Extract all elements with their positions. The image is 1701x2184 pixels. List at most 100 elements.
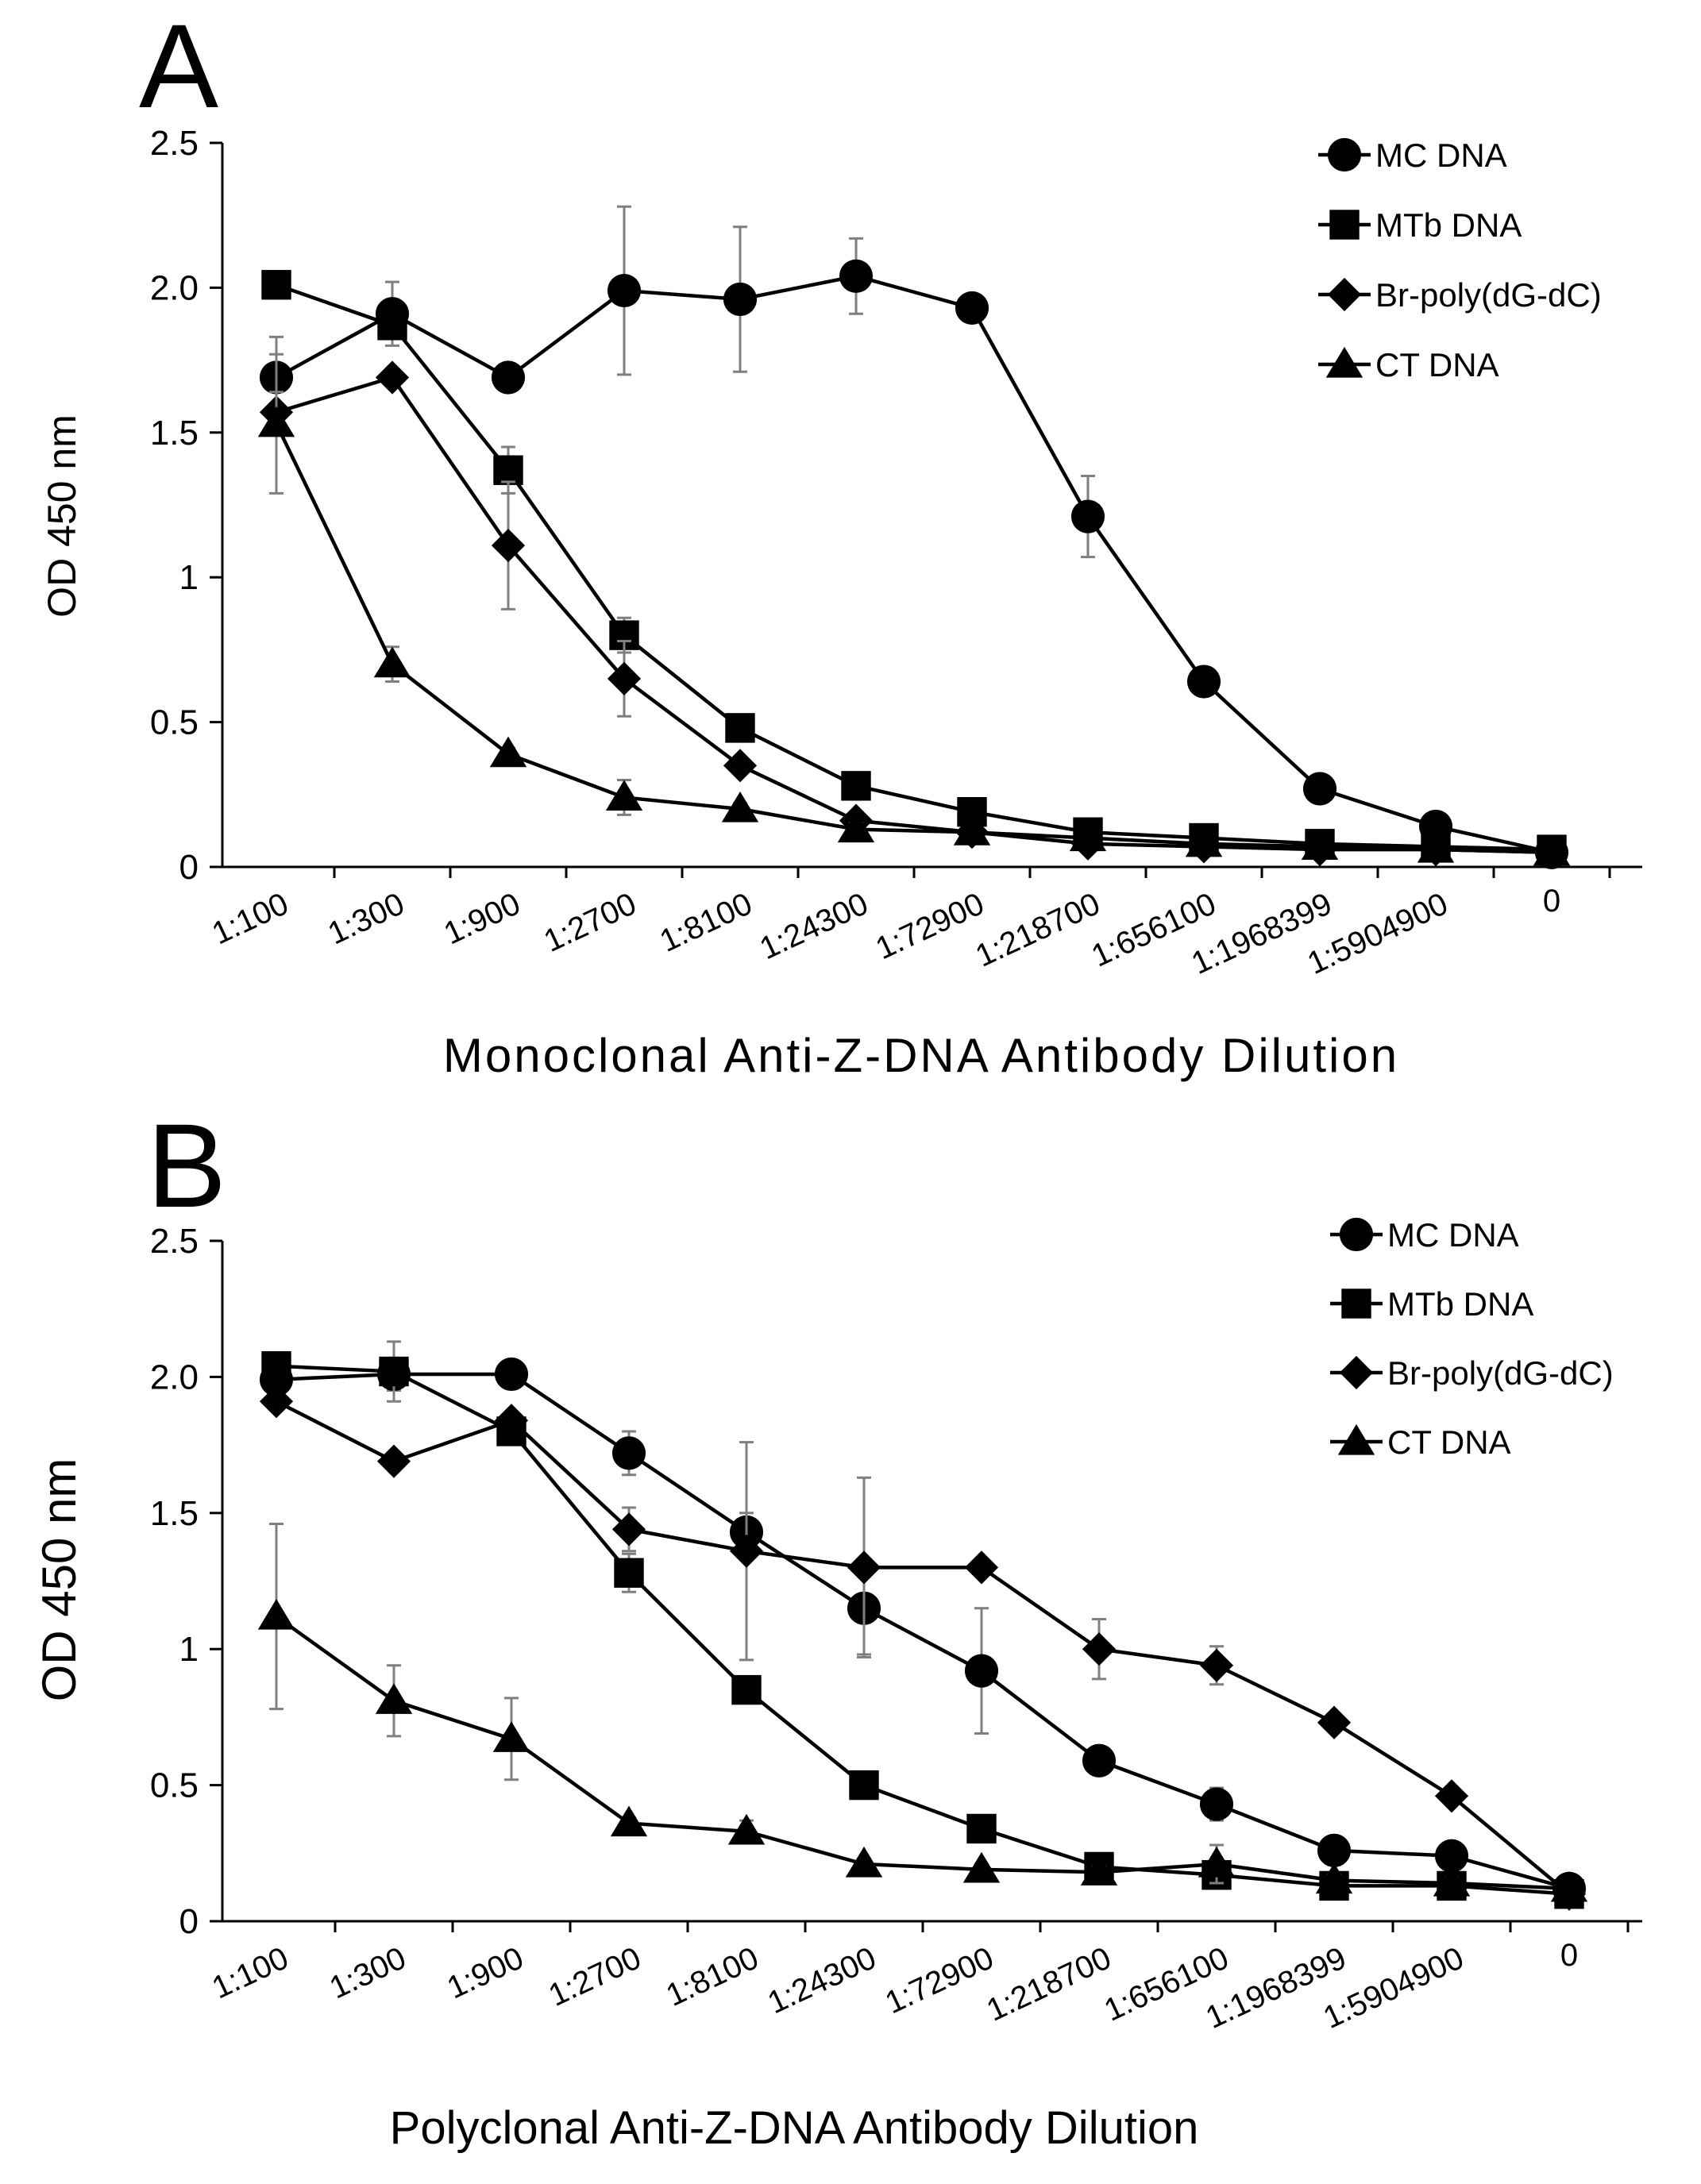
y-tick-label: 2.0	[150, 268, 199, 307]
y-tick-label: 2.5	[150, 1222, 199, 1261]
data-point-square	[1329, 210, 1360, 240]
panel-label: B	[147, 1099, 226, 1232]
data-point-circle	[1302, 772, 1337, 806]
data-point-square	[379, 1356, 409, 1387]
data-point-triangle	[1533, 834, 1571, 866]
series-line	[275, 1615, 1570, 1891]
series-line	[275, 1400, 1571, 1896]
data-point-square	[261, 270, 291, 300]
data-point-diamond	[723, 749, 758, 783]
legend-symbol	[1318, 346, 1371, 378]
data-point-square	[725, 713, 755, 743]
data-point-triangle	[375, 1683, 413, 1714]
data-point-diamond	[1434, 1779, 1469, 1813]
data-point-diamond	[847, 1550, 881, 1585]
data-point-circle	[1082, 1743, 1117, 1778]
y-tick-label: 1.5	[150, 1494, 199, 1533]
x-axis-label: Polyclonal Anti-Z-DNA Antibody Dilution	[390, 2102, 1199, 2154]
data-point-diamond	[729, 1534, 764, 1568]
x-tick-label: 1:300	[324, 1940, 411, 2005]
data-point-triangle	[1337, 1423, 1375, 1455]
legend-entry: MTb DNA	[1330, 1285, 1533, 1323]
panel-label: A	[139, 0, 218, 133]
legend-label: Br-poly(dG-dC)	[1375, 276, 1602, 314]
data-point-triangle	[257, 406, 295, 437]
data-point-triangle	[610, 1805, 648, 1837]
data-point-triangle	[1198, 1846, 1236, 1878]
data-point-diamond	[1339, 1355, 1374, 1390]
legend-entry: Br-poly(dG-dC)	[1318, 276, 1602, 314]
data-point-circle	[494, 1357, 529, 1392]
y-tick-label: 0	[179, 1902, 199, 1941]
legend: MC DNA MTb DNA Br-poly(dG-dC) CT DNA	[1330, 1216, 1614, 1461]
x-tick-label: 1:100	[206, 886, 293, 951]
legend-label: CT DNA	[1375, 346, 1499, 383]
y-tick-label: 1.5	[150, 414, 199, 453]
series-line	[276, 1372, 1570, 1891]
y-tick-label: 1	[179, 558, 199, 597]
y-axis-label: OD 450 nm	[40, 414, 84, 618]
x-tick-label: 1:24300	[762, 1940, 881, 2020]
x-tick-label: 1:900	[438, 886, 525, 951]
data-point-circle	[1327, 137, 1362, 172]
data-point-circle	[607, 273, 642, 308]
data-point-circle	[1186, 664, 1221, 699]
data-point-diamond	[964, 1550, 999, 1585]
data-point-triangle	[489, 736, 527, 768]
data-point-diamond	[491, 528, 526, 563]
legend-symbol	[1330, 1288, 1383, 1319]
y-tick-label: 2.0	[150, 1358, 199, 1396]
data-point-circle	[839, 259, 874, 293]
x-tick-label: 1:8100	[661, 1940, 763, 2013]
panel-a: A OD 450 nm Monoclonal Anti-Z-DNA Antibo…	[40, 0, 1642, 1082]
data-point-triangle	[492, 1721, 530, 1752]
data-point-triangle	[837, 811, 875, 843]
legend-entry: MTb DNA	[1318, 206, 1522, 244]
legend-label: MC DNA	[1387, 1216, 1519, 1254]
y-axis-label: OD 450 nm	[33, 1458, 86, 1702]
y-tick-label: 1	[179, 1630, 199, 1669]
data-point-circle	[611, 1436, 646, 1470]
data-point-triangle	[845, 1846, 883, 1878]
data-point-circle	[1434, 1839, 1469, 1873]
data-point-triangle	[962, 1851, 1001, 1883]
data-point-diamond	[1199, 1648, 1234, 1682]
data-point-triangle	[1069, 820, 1107, 852]
series-line	[276, 283, 1552, 852]
legend-entry: Br-poly(dG-dC)	[1330, 1354, 1614, 1392]
x-tick-label: 1:8100	[654, 886, 757, 959]
x-tick-label: 1:300	[322, 886, 409, 951]
data-point-triangle	[1325, 346, 1364, 378]
x-tick-label: 1:900	[442, 1940, 528, 2005]
x-tick-label: 1:72900	[880, 1940, 999, 2020]
legend-symbol	[1330, 1423, 1383, 1455]
data-point-square	[849, 1770, 879, 1801]
data-point-square	[731, 1674, 762, 1705]
data-point-triangle	[257, 1598, 295, 1630]
x-tick-label: 1:218700	[970, 886, 1105, 973]
data-point-triangle	[605, 780, 643, 811]
y-tick-label: 0.5	[150, 1766, 199, 1805]
data-point-triangle	[1433, 1865, 1471, 1897]
legend-entry: MC DNA	[1318, 137, 1507, 174]
panel-b: B OD 450 nm Polyclonal Anti-Z-DNA Antibo…	[33, 1099, 1642, 2154]
data-point-triangle	[953, 815, 991, 845]
data-point-square	[377, 310, 407, 341]
data-point-diamond	[607, 661, 642, 695]
data-point-diamond	[1327, 277, 1362, 312]
data-point-diamond	[376, 1444, 411, 1478]
data-point-triangle	[1080, 1855, 1118, 1885]
data-point-circle	[1070, 499, 1105, 533]
legend-label: MTb DNA	[1387, 1285, 1533, 1323]
x-tick-label: 1:218700	[982, 1940, 1117, 2028]
data-point-diamond	[1317, 1705, 1352, 1739]
series-line	[276, 375, 1552, 855]
data-point-diamond	[375, 360, 410, 395]
legend-symbol	[1330, 1217, 1383, 1252]
x-axis-label: Monoclonal Anti-Z-DNA Antibody Dilution	[443, 1029, 1399, 1082]
series-line	[275, 274, 1552, 854]
data-point-circle	[1339, 1217, 1374, 1252]
legend-symbol	[1318, 277, 1371, 312]
data-point-circle	[1317, 1833, 1352, 1867]
